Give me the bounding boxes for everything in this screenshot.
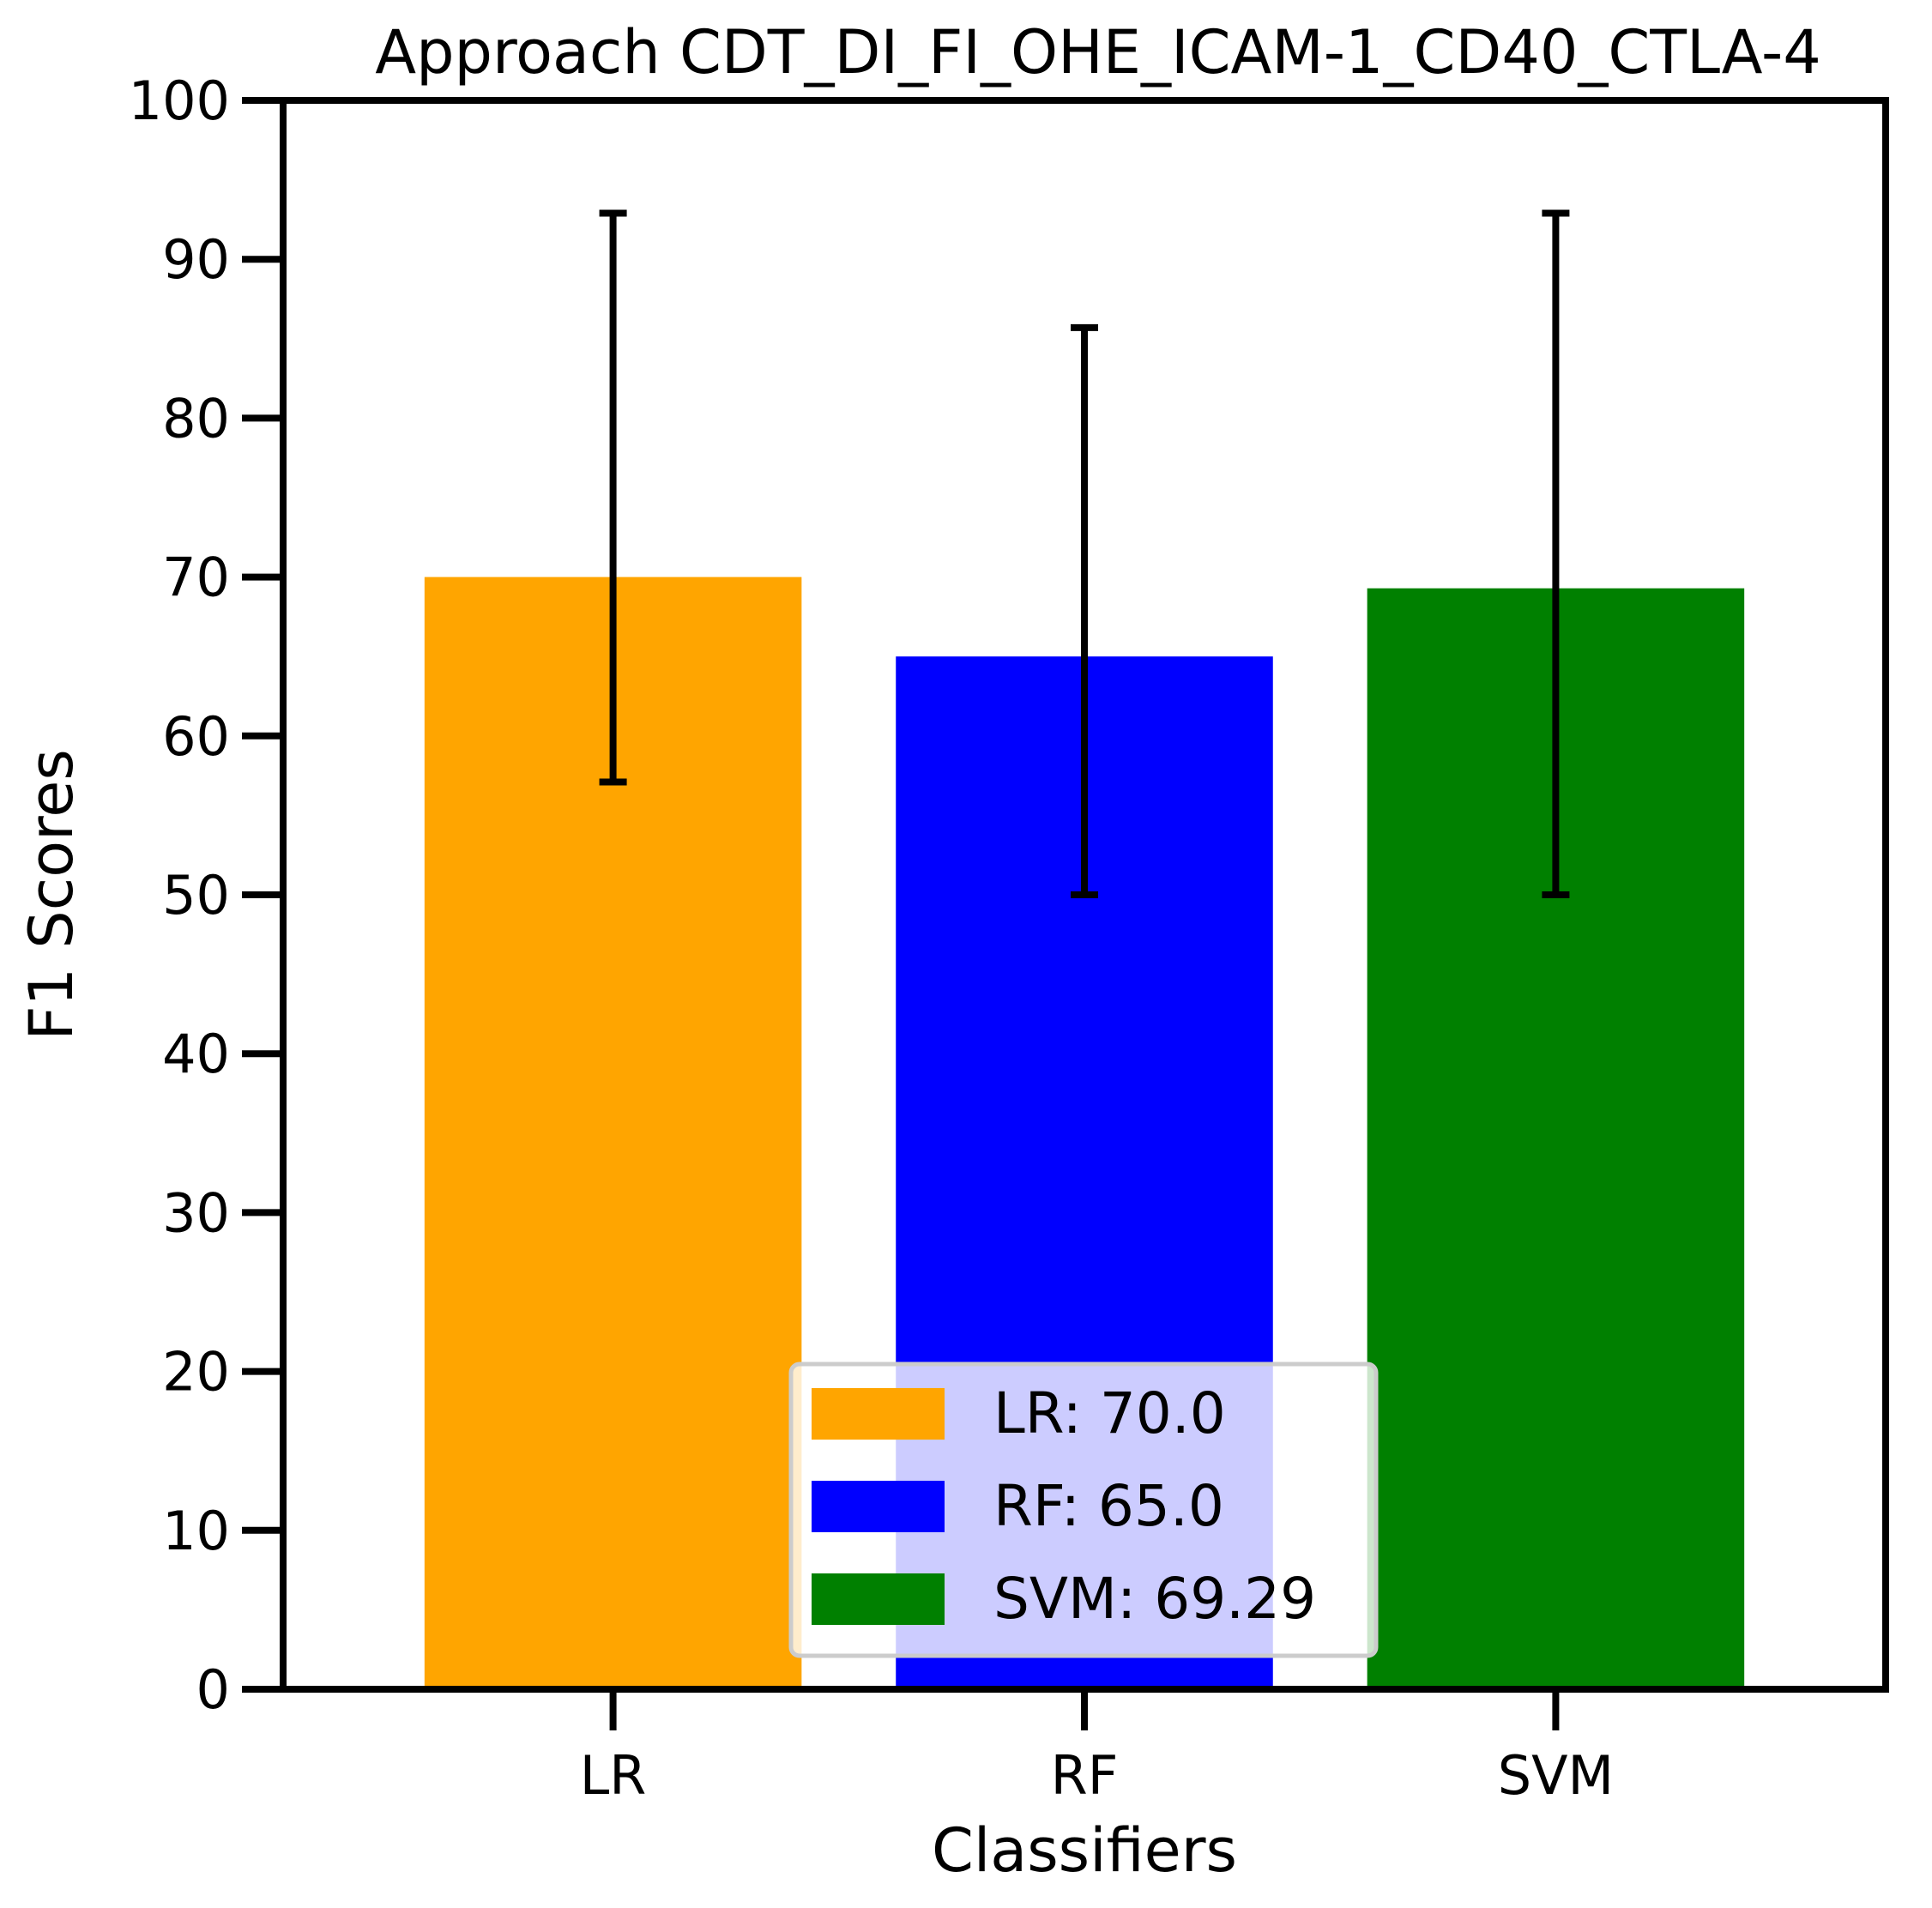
y-tick-label-20: 20	[162, 1341, 230, 1404]
x-axis: LR RF SVM	[580, 1689, 1614, 1807]
y-tick-label-100: 100	[129, 69, 230, 132]
x-tick-label-lr: LR	[580, 1744, 647, 1807]
chart-title: Approach CDT_DI_FI_OHE_ICAM-1_CD40_CTLA-…	[375, 17, 1821, 88]
legend-label-2: SVM: 69.29	[993, 1566, 1316, 1632]
y-tick-label-40: 40	[162, 1023, 230, 1085]
x-axis-label: Classifiers	[932, 1815, 1237, 1886]
y-tick-label-60: 60	[162, 705, 230, 768]
y-tick-label-0: 0	[196, 1658, 230, 1721]
legend-swatch-2	[812, 1573, 945, 1625]
x-tick-label-rf: RF	[1051, 1744, 1119, 1807]
y-tick-label-30: 30	[162, 1181, 230, 1244]
legend-label-0: LR: 70.0	[993, 1380, 1226, 1446]
legend: LR: 70.0 RF: 65.0 SVM: 69.29	[788, 1362, 1379, 1658]
legend-label-1: RF: 65.0	[993, 1473, 1224, 1539]
error-bar-svm	[1542, 209, 1570, 898]
legend-swatch-1	[812, 1481, 945, 1532]
y-tick-label-10: 10	[162, 1500, 230, 1562]
y-tick-label-80: 80	[162, 387, 230, 450]
error-bars-layer	[599, 209, 1570, 898]
y-tick-label-70: 70	[162, 546, 230, 609]
y-axis-label: F1 Scores	[16, 749, 87, 1041]
legend-swatch-0	[812, 1388, 945, 1440]
y-axis: 0 10 20 30 40 50 60 70 80 90 100	[129, 69, 283, 1721]
y-tick-label-50: 50	[162, 864, 230, 927]
legend-entries: LR: 70.0 RF: 65.0 SVM: 69.29	[812, 1380, 1316, 1632]
y-tick-label-90: 90	[162, 228, 230, 291]
x-tick-label-svm: SVM	[1498, 1744, 1614, 1807]
error-bar-lr	[599, 209, 627, 786]
error-bar-rf	[1071, 323, 1098, 898]
